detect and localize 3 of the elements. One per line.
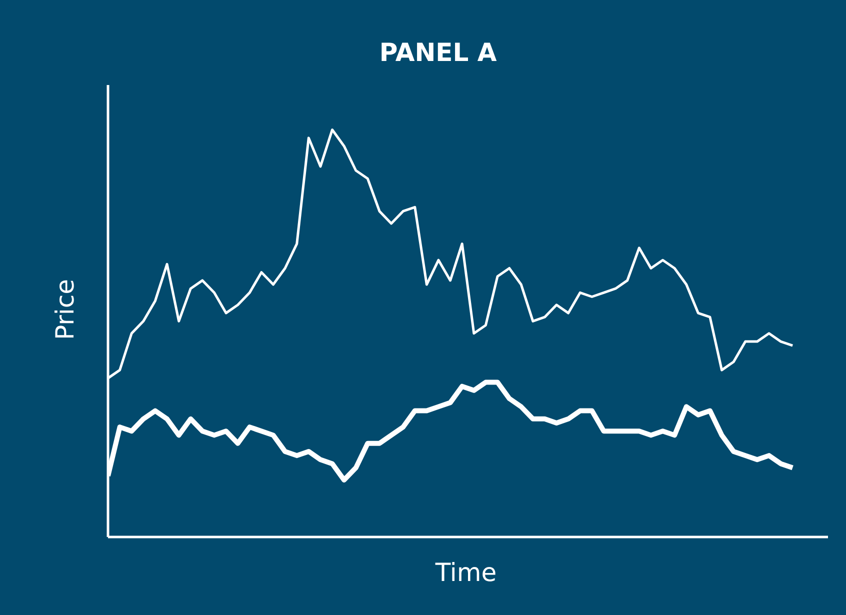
y-axis-title: Price bbox=[50, 278, 80, 342]
chart-title: PANEL A bbox=[378, 38, 498, 67]
x-axis-title: Time bbox=[434, 558, 498, 587]
